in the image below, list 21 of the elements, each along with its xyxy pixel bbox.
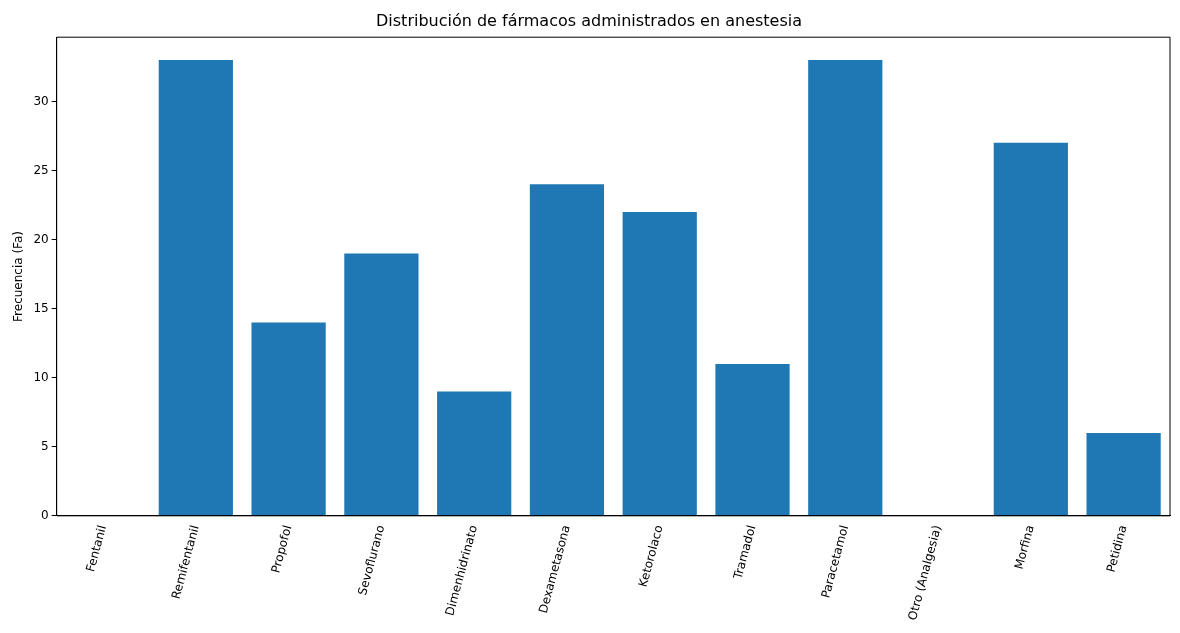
bar [529,184,605,516]
bar [808,59,883,516]
y-tick-label: 5 [41,438,49,453]
y-tick-label: 20 [33,231,49,246]
y-tick-label: 30 [33,93,49,108]
x-tick-label: Propofol [268,523,295,575]
y-tick-label: 15 [33,300,49,315]
y-tick-label: 10 [33,369,49,384]
bar [158,59,233,516]
bar [437,391,512,516]
y-tick-label: 0 [41,507,49,522]
bar [715,363,790,516]
bar [1086,432,1161,516]
bar [344,253,419,516]
bar [251,322,326,516]
bar [622,211,697,516]
x-tick-label: Morfina [1011,523,1037,571]
bar [993,142,1068,516]
y-axis-title: Frecuencia (Fa) [11,231,26,322]
y-tick-label: 25 [33,162,49,177]
chart-title: Distribución de fármacos administrados en anestesia [375,10,803,30]
